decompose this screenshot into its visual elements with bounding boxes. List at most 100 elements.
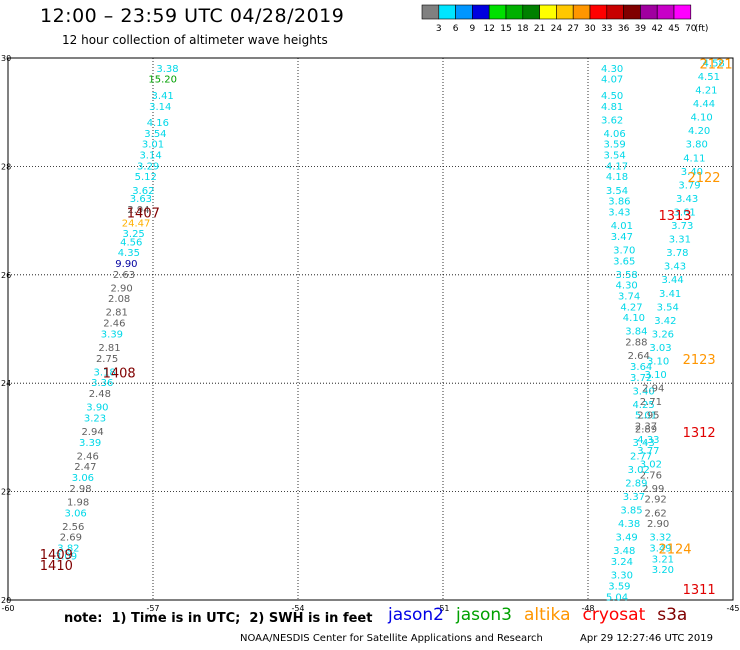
scale-swatch: [438, 4, 456, 20]
wave-height-value: 3.62: [601, 115, 623, 126]
wave-height-value: 5.12: [135, 172, 157, 183]
wave-height-value: 3.38: [156, 64, 178, 75]
page-title: 12:00 – 23:59 UTC 04/28/2019: [40, 5, 345, 27]
wave-height-value: 5.01: [635, 411, 657, 422]
wave-height-value: 4.56: [120, 237, 142, 248]
wave-height-value: 3.62: [132, 186, 154, 197]
wave-height-value: 4.06: [603, 129, 625, 140]
wave-height-value: 3.02: [640, 460, 662, 471]
wave-height-value: 3.44: [661, 275, 683, 286]
wave-height-value: 3.39: [101, 329, 123, 340]
legend-s3a: s3a: [657, 605, 688, 625]
scale-label: 9: [470, 24, 476, 34]
wave-height-value: 4.16: [147, 118, 169, 129]
scale-swatch: [640, 4, 658, 20]
wave-height-value: 3.42: [654, 316, 676, 327]
scale-label: 30: [584, 24, 596, 34]
wave-height-value: 2.47: [74, 462, 96, 473]
y-tick-label: 20: [1, 596, 11, 605]
wave-height-value: 2.63: [113, 270, 135, 281]
wave-height-value: 2.90: [110, 283, 132, 294]
scale-label: 15: [500, 24, 511, 34]
wave-height-value: 3.48: [613, 546, 635, 557]
scale-swatch: [556, 4, 574, 20]
wave-height-value: 2.90: [647, 519, 669, 530]
wave-height-value: 4.81: [601, 102, 623, 113]
wave-height-value: 3.65: [613, 256, 635, 267]
pass-time-label: 2121: [700, 57, 733, 72]
scale-label: 33: [601, 24, 612, 34]
scale-swatch: [522, 4, 540, 20]
y-tick-label: 28: [1, 162, 11, 171]
wave-height-value: 3.72: [630, 373, 652, 384]
wave-height-value: 3.06: [72, 473, 94, 484]
scale-label: 39: [635, 24, 647, 34]
wave-height-value: 9.90: [115, 259, 137, 270]
wave-height-value: 2.94: [642, 384, 664, 395]
legend-jason3: jason3: [456, 605, 512, 625]
x-tick-label: -57: [146, 604, 159, 613]
wave-height-value: 4.50: [601, 91, 623, 102]
wave-height-value: 3.82: [57, 544, 79, 555]
wave-height-value: 2.81: [106, 308, 128, 319]
wave-height-value: 3.79: [678, 180, 700, 191]
wave-height-value: 3.39: [79, 438, 101, 449]
pass-time-label: 1313: [658, 209, 691, 224]
wave-height-value: 3.43: [676, 194, 698, 205]
wave-height-value: 3.21: [652, 554, 674, 565]
wave-height-value: 4.30: [616, 281, 638, 292]
wave-height-value: 3.84: [625, 327, 647, 338]
wave-height-value: 2.48: [89, 389, 111, 400]
scale-label: 3: [436, 24, 442, 34]
scale-label: 12: [483, 24, 494, 34]
wave-height-value: 2.62: [645, 508, 667, 519]
wave-height-value: 3.49: [616, 533, 638, 544]
scale-label: 6: [453, 24, 459, 34]
scale-label: 70: [685, 24, 697, 34]
footer-note: note: 1) Time is in UTC; 2) SWH is in fe…: [64, 611, 373, 626]
wave-height-value: 4.10: [623, 313, 645, 324]
wave-height-value: 3.40: [681, 167, 703, 178]
wave-height-value: 3.41: [659, 289, 681, 300]
scale-label: 42: [651, 24, 662, 34]
wave-height-value: 3.63: [130, 194, 152, 205]
wave-height-value: 2.95: [637, 411, 659, 422]
wave-height-value: 3.54: [144, 129, 166, 140]
wave-height-value: 3.18: [94, 367, 116, 378]
wave-height-value: 3.02: [628, 465, 650, 476]
wave-height-value: 4.38: [618, 519, 640, 530]
pass-time-label: 2122: [687, 171, 720, 186]
wave-height-value: 3.14: [149, 102, 171, 113]
pass-time-label: 2124: [658, 543, 691, 558]
wave-height-value: 3.78: [666, 248, 688, 259]
wave-height-value: 3.10: [647, 357, 669, 368]
wave-height-value: 3.36: [91, 378, 113, 389]
wave-height-value: 5.04: [606, 592, 628, 603]
wave-height-value: 3.01: [142, 140, 164, 151]
scale-swatch: [505, 4, 524, 20]
wave-height-value: 3.23: [84, 413, 106, 424]
wave-height-value: 3.54: [603, 151, 625, 162]
wave-height-value: 4.21: [695, 86, 717, 97]
scale-swatch: [673, 4, 692, 20]
wave-height-value: 3.54: [657, 302, 679, 313]
wave-height-value: 4.33: [637, 435, 659, 446]
credit-text: NOAA/NESDIS Center for Satellite Applica…: [240, 633, 543, 644]
wave-height-value: 3.29: [137, 161, 159, 172]
wave-height-value: 3.03: [649, 343, 671, 354]
pass-time-label: 1408: [103, 366, 136, 381]
scale-label: 24: [551, 24, 563, 34]
pass-time-label: 1312: [683, 426, 716, 441]
satellite-legend: jason2 jason3 altika cryosat s3a: [388, 605, 699, 625]
wave-height-value: 3.64: [630, 362, 652, 373]
wave-height-value: 2.37: [635, 422, 657, 433]
scale-swatch: [539, 4, 557, 20]
wave-height-value: 3.20: [652, 565, 674, 576]
scale-swatch: [455, 4, 473, 20]
wave-height-value: 1.98: [67, 497, 89, 508]
wave-height-value: 3.47: [611, 232, 633, 243]
wave-height-value: 4.01: [611, 221, 633, 232]
wave-height-value: 3.30: [611, 571, 633, 582]
wave-height-value: 3.90: [86, 403, 108, 414]
